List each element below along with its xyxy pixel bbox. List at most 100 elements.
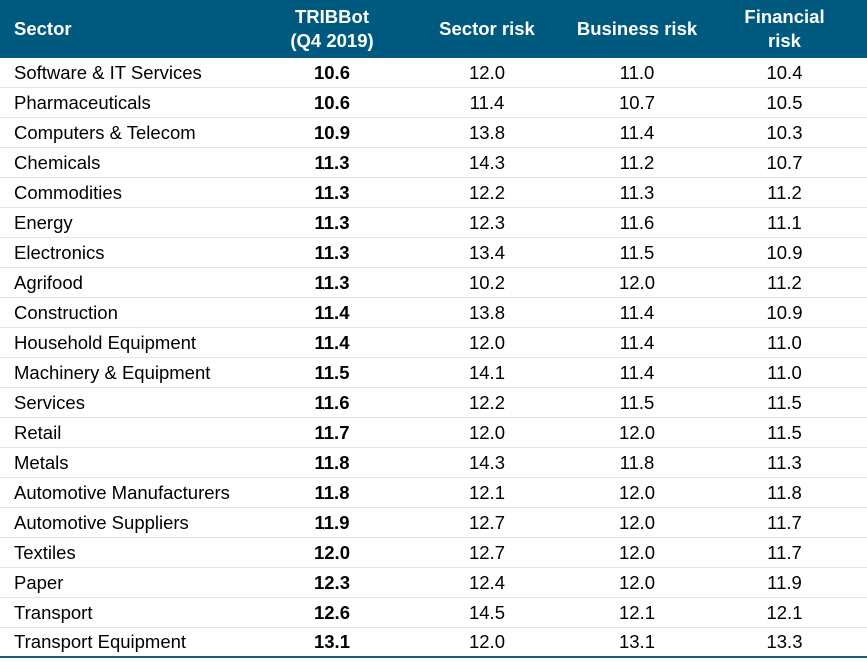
sector-cell: Pharmaceuticals <box>14 91 151 113</box>
sector-cell: Services <box>14 391 85 413</box>
value-cell: 11.3 <box>314 241 350 263</box>
value-cell: 12.0 <box>618 421 655 443</box>
value-cell: 13.3 <box>766 631 803 652</box>
value-cell: 11.3 <box>314 181 350 203</box>
table-row: Services 11.6 12.2 11.5 11.5 <box>0 388 867 418</box>
table-row: Construction 11.4 13.8 11.4 10.9 <box>0 298 867 328</box>
value-cell: 11.6 <box>619 211 655 233</box>
header-row: Sector TRIBBot (Q4 2019) Sector risk Busine… <box>0 0 867 58</box>
table-row: Paper 12.3 12.4 12.0 11.9 <box>0 568 867 598</box>
value-cell: 13.1 <box>618 631 655 652</box>
value-cell: 10.6 <box>313 91 350 113</box>
value-cell: 14.1 <box>468 361 505 383</box>
value-cell: 11.5 <box>767 421 802 443</box>
value-cell: 12.1 <box>468 481 505 503</box>
sector-cell: Electronics <box>14 241 105 263</box>
header-cell: Sector <box>0 17 262 41</box>
header-text: Financial risk <box>744 6 825 51</box>
value-cell: 11.5 <box>314 361 350 383</box>
value-cell: 13.8 <box>468 301 505 323</box>
value-cell: 11.2 <box>767 181 802 203</box>
value-cell: 12.2 <box>468 181 505 203</box>
value-cell: 11.1 <box>767 211 802 233</box>
value-cell: 11.8 <box>314 451 350 473</box>
table-row: Computers & Telecom 10.9 13.8 11.4 10.3 <box>0 118 867 148</box>
header-text: TRIBBot (Q4 2019) <box>290 6 374 51</box>
table-row: Textiles 12.0 12.7 12.0 11.7 <box>0 538 867 568</box>
value-cell: 11.0 <box>767 361 802 383</box>
sector-cell: Computers & Telecom <box>14 121 196 143</box>
value-cell: 11.8 <box>767 481 802 503</box>
value-cell: 10.3 <box>766 121 803 143</box>
table-row: Chemicals 11.3 14.3 11.2 10.7 <box>0 148 867 178</box>
sector-cell: Automotive Manufacturers <box>14 481 230 503</box>
value-cell: 12.0 <box>313 541 350 563</box>
value-cell: 11.7 <box>314 421 350 443</box>
value-cell: 10.7 <box>618 91 655 113</box>
value-cell: 11.3 <box>767 451 802 473</box>
table-row: Automotive Suppliers 11.9 12.7 12.0 11.7 <box>0 508 867 538</box>
value-cell: 12.0 <box>618 271 655 293</box>
value-cell: 11.0 <box>619 61 655 83</box>
header-text: Sector risk <box>439 18 535 39</box>
header-cell: TRIBBot (Q4 2019) <box>262 5 402 53</box>
value-cell: 10.9 <box>766 241 803 263</box>
value-cell: 11.5 <box>767 391 802 413</box>
table-row: Retail 11.7 12.0 12.0 11.5 <box>0 418 867 448</box>
value-cell: 11.4 <box>619 331 655 353</box>
value-cell: 10.2 <box>468 271 505 293</box>
table-row: Transport 12.6 14.5 12.1 12.1 <box>0 598 867 628</box>
sector-cell: Automotive Suppliers <box>14 511 189 533</box>
value-cell: 12.1 <box>618 601 655 623</box>
table-row: Software & IT Services 10.6 12.0 11.0 10.4 <box>0 58 867 88</box>
value-cell: 11.7 <box>767 511 802 533</box>
value-cell: 11.4 <box>619 301 655 323</box>
value-cell: 11.2 <box>767 271 802 293</box>
value-cell: 14.3 <box>468 451 505 473</box>
value-cell: 12.4 <box>468 571 505 593</box>
value-cell: 12.0 <box>618 481 655 503</box>
value-cell: 12.3 <box>313 571 350 593</box>
header-text: Business risk <box>576 18 698 39</box>
value-cell: 11.7 <box>767 541 802 563</box>
sector-cell: Agrifood <box>14 271 83 293</box>
value-cell: 12.0 <box>468 61 505 83</box>
value-cell: 12.0 <box>618 511 655 533</box>
value-cell: 11.2 <box>619 151 655 173</box>
sector-cell: Chemicals <box>14 151 101 173</box>
table-row: Pharmaceuticals 10.6 11.4 10.7 10.5 <box>0 88 867 118</box>
header-text: Sector <box>14 18 72 39</box>
sector-cell: Retail <box>14 421 62 443</box>
value-cell: 11.6 <box>314 391 350 413</box>
value-cell: 10.4 <box>766 61 803 83</box>
sector-cell: Energy <box>14 211 73 233</box>
value-cell: 11.4 <box>314 331 350 353</box>
sector-cell: Paper <box>14 571 64 593</box>
sector-cell: Construction <box>14 301 118 323</box>
table-row: Energy 11.3 12.3 11.6 11.1 <box>0 208 867 238</box>
table-row: Machinery & Equipment 11.5 14.1 11.4 11.0 <box>0 358 867 388</box>
value-cell: 11.3 <box>619 181 655 203</box>
value-cell: 11.4 <box>314 301 350 323</box>
sector-cell: Household Equipment <box>14 331 197 353</box>
sector-cell: Textiles <box>14 541 76 563</box>
value-cell: 12.0 <box>468 331 505 353</box>
value-cell: 11.3 <box>314 211 350 233</box>
value-cell: 12.0 <box>468 631 505 652</box>
value-cell: 12.7 <box>468 541 505 563</box>
sector-cell: Software & IT Services <box>14 61 202 83</box>
value-cell: 10.6 <box>313 61 350 83</box>
value-cell: 12.0 <box>468 421 505 443</box>
table-row: Metals 11.8 14.3 11.8 11.3 <box>0 448 867 478</box>
value-cell: 10.5 <box>766 91 803 113</box>
value-cell: 11.4 <box>619 121 655 143</box>
value-cell: 11.9 <box>314 511 350 533</box>
sector-cell: Transport Equipment <box>14 631 187 652</box>
table-row: Electronics 11.3 13.4 11.5 10.9 <box>0 238 867 268</box>
sector-cell: Commodities <box>14 181 122 203</box>
value-cell: 11.3 <box>314 151 350 173</box>
value-cell: 11.4 <box>469 91 505 113</box>
sector-cell: Machinery & Equipment <box>14 361 211 383</box>
value-cell: 12.7 <box>468 511 505 533</box>
